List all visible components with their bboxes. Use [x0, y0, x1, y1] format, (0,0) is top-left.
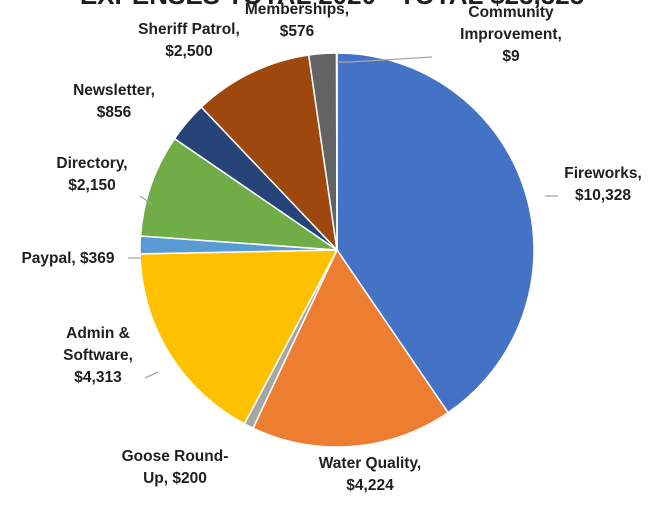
slice-directory-label-line: Directory,	[56, 155, 127, 172]
slice-admin-software-leader-line	[144, 371, 159, 379]
slice-water-quality-label: Water Quality, $4,224	[319, 455, 422, 494]
slice-fireworks-label-line: Fireworks,	[564, 165, 642, 182]
pie-slices	[139, 52, 535, 448]
slice-goose-round-up-label-line: Goose Round-	[122, 448, 229, 465]
chart-title: EXPENSES TOTAL 2020 - TOTAL $25,525	[80, 0, 584, 10]
slice-water-quality-label-line: Water Quality,	[319, 455, 422, 472]
slice-admin-software-label: Admin & Software, $4,313	[63, 325, 133, 386]
slice-memberships-label-line: Memberships,	[245, 1, 349, 18]
slice-newsletter-label-line: $856	[97, 104, 132, 121]
slice-community-improvement-leader-line	[337, 56, 433, 63]
slice-water-quality-label-line: $4,224	[346, 477, 394, 494]
slice-community-improvement-label-line: $9	[502, 48, 520, 65]
slice-newsletter-label: Newsletter, $856	[73, 82, 155, 121]
slice-labels: Fireworks, $10,328 Water Quality, $4,224 Goo…	[21, 1, 641, 494]
slice-directory-label: Directory, $2,150	[56, 155, 127, 194]
slice-fireworks	[336, 52, 535, 414]
slice-admin-software	[139, 249, 339, 425]
leader-lines	[128, 56, 558, 379]
slice-community-improvement-label-line: Improvement,	[460, 26, 562, 43]
slice-newsletter-label-line: Newsletter,	[73, 82, 155, 99]
slice-paypal-label: Paypal, $369	[21, 250, 114, 267]
slice-sheriff-patrol-label-line: $2,500	[165, 43, 212, 60]
slice-sheriff-patrol-label-line: Sheriff Patrol,	[138, 21, 240, 38]
slice-fireworks-label-line: $10,328	[575, 187, 631, 204]
slice-sheriff-patrol	[200, 54, 339, 253]
slice-water-quality	[252, 248, 450, 448]
slice-admin-software-label-line: $4,313	[74, 369, 122, 386]
slice-community-improvement-label-line: Community	[468, 4, 554, 21]
slice-memberships-label: Memberships, $576	[245, 1, 349, 40]
slice-fireworks-label: Fireworks, $10,328	[564, 165, 642, 204]
slice-directory-leader-line	[139, 195, 153, 205]
slice-memberships-label-line: $576	[280, 23, 315, 40]
slice-directory	[139, 137, 340, 251]
slice-goose-round-up-label: Goose Round- Up, $200	[122, 448, 229, 487]
slice-admin-software-label-line: Software,	[63, 347, 133, 364]
slice-paypal-label-line: Paypal, $369	[21, 250, 114, 267]
slice-sheriff-patrol-label: Sheriff Patrol, $2,500	[138, 21, 240, 60]
slice-admin-software-label-line: Admin &	[66, 325, 130, 342]
slice-community-improvement-label: Community Improvement, $9	[460, 4, 562, 65]
slice-directory-label-line: $2,150	[68, 177, 115, 194]
slice-goose-round-up-label-line: Up, $200	[143, 470, 207, 487]
